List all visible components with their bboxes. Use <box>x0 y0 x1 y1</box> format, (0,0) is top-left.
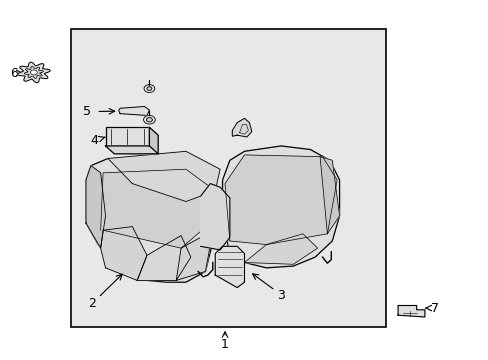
Bar <box>71 30 385 327</box>
Circle shape <box>146 118 152 122</box>
Circle shape <box>30 70 37 75</box>
Polygon shape <box>108 151 220 202</box>
Polygon shape <box>101 226 147 280</box>
Text: 2: 2 <box>88 297 96 310</box>
Text: 4: 4 <box>90 134 98 147</box>
Polygon shape <box>105 146 158 154</box>
Text: 1: 1 <box>221 338 228 351</box>
Polygon shape <box>86 166 105 248</box>
Polygon shape <box>119 107 149 116</box>
Bar <box>105 127 149 146</box>
Polygon shape <box>176 237 210 280</box>
Circle shape <box>143 116 155 124</box>
Text: 6: 6 <box>10 67 18 80</box>
Polygon shape <box>18 62 50 82</box>
Text: 5: 5 <box>83 105 91 118</box>
Polygon shape <box>222 146 339 268</box>
Polygon shape <box>232 118 251 137</box>
Polygon shape <box>149 127 158 154</box>
Polygon shape <box>137 235 190 280</box>
Circle shape <box>144 85 155 93</box>
Text: 7: 7 <box>430 302 438 315</box>
Polygon shape <box>24 67 43 78</box>
Text: 3: 3 <box>277 289 285 302</box>
Polygon shape <box>397 306 424 317</box>
Polygon shape <box>86 158 217 282</box>
Polygon shape <box>215 246 244 288</box>
Polygon shape <box>320 157 339 234</box>
Polygon shape <box>224 155 336 244</box>
Polygon shape <box>200 184 229 250</box>
Polygon shape <box>244 234 317 264</box>
Polygon shape <box>101 169 215 248</box>
Circle shape <box>147 87 152 90</box>
